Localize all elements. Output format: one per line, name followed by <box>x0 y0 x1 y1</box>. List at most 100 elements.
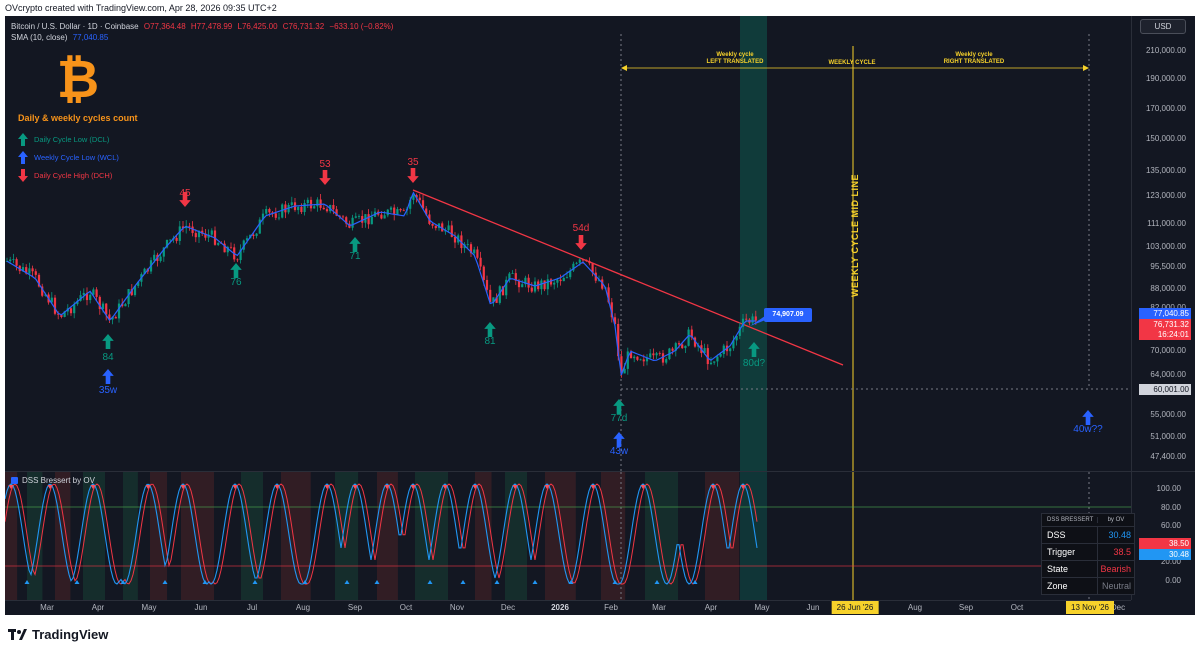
time-tick: Mar <box>652 603 666 612</box>
price-tick: 47,400.00 <box>1150 452 1186 461</box>
dss-table-row: Trigger 38.5 <box>1042 543 1134 560</box>
indicator-icon <box>11 477 18 484</box>
dss-table-row: DSS 30.48 <box>1042 526 1134 543</box>
dss-table-row: Zone Neutral <box>1042 577 1134 594</box>
oscillator-tick: 80.00 <box>1160 503 1181 512</box>
level-price-badge: 60,001.00 <box>1139 384 1191 395</box>
dss-row-key: Trigger <box>1047 547 1076 557</box>
time-tick: Feb <box>604 603 618 612</box>
arrow-down-icon <box>319 170 331 185</box>
open-value: O77,364.48 <box>143 22 186 31</box>
weekly-cycle-midline-label: WEEKLY CYCLE MID LINE <box>850 173 860 297</box>
symbol-ohlc-legend[interactable]: Bitcoin / U.S. Dollar · 1D · Coinbase O7… <box>11 22 393 31</box>
dss-line <box>5 483 758 585</box>
last-price-badge: 76,731.32 <box>1139 319 1191 330</box>
high-value: H77,478.99 <box>190 22 233 31</box>
time-tick: Jun <box>194 603 208 612</box>
time-tick: 2026 <box>551 603 569 612</box>
oscillator-canvas[interactable] <box>5 472 1131 600</box>
time-tick: Oct <box>1010 603 1024 612</box>
bitcoin-logo-icon: ₿ <box>56 50 100 110</box>
time-tick: Dec <box>500 603 516 612</box>
price-tick: 55,000.00 <box>1150 410 1186 419</box>
trigger-line <box>5 483 758 585</box>
time-tick: May <box>141 603 157 612</box>
time-tick: Aug <box>295 603 311 612</box>
dss-table-row: State Bearish <box>1042 560 1134 577</box>
price-tick: 70,000.00 <box>1150 346 1186 355</box>
oscillator-title[interactable]: DSS Bressert by OV <box>11 476 95 485</box>
arrow-up-icon <box>1082 410 1094 425</box>
dss-row-value: 30.48 <box>1096 527 1134 543</box>
arrow-up-icon <box>102 334 114 349</box>
arrow-up-icon <box>18 132 28 146</box>
time-tick: Aug <box>907 603 923 612</box>
dss-row-key: DSS <box>1047 530 1066 540</box>
sma-legend[interactable]: SMA (10, close) 77,040.85 <box>11 33 108 42</box>
cycles-legend-item: Daily Cycle Low (DCL) <box>18 130 178 148</box>
countdown-badge: 16:24:01 <box>1139 329 1191 340</box>
tradingview-logo[interactable]: TradingView <box>8 627 108 642</box>
dch-count-label: 53 <box>319 159 331 170</box>
oscillator-title-label: DSS Bressert by OV <box>22 476 95 485</box>
cycle-highlight-band <box>740 16 767 471</box>
cycles-legend-item-label: Daily Cycle High (DCH) <box>34 170 113 180</box>
oscillator-tick: 60.00 <box>1160 521 1181 530</box>
arrow-up-icon <box>748 342 760 357</box>
arrow-up-icon <box>484 322 496 337</box>
dcl-count-label: 71 <box>349 251 361 262</box>
price-chart-canvas[interactable] <box>5 16 1131 471</box>
time-tick: Sep <box>347 603 363 612</box>
price-tick: 111,000.00 <box>1147 219 1186 228</box>
sma-value: 77,040.85 <box>72 33 109 42</box>
sma-line <box>6 191 756 376</box>
cycles-legend: Daily & weekly cycles count Daily Cycle … <box>18 113 178 184</box>
chart-area[interactable]: Bitcoin / U.S. Dollar · 1D · Coinbase O7… <box>5 16 1195 615</box>
sma-label: SMA (10, close) <box>11 33 68 42</box>
arrow-up-icon <box>230 263 242 278</box>
time-axis[interactable]: Mar Apr May Jun Jul Aug Sep Oct Nov Dec 2026 Feb Mar… <box>5 600 1131 615</box>
wcl-count-label: 35w <box>98 385 118 396</box>
dch-count-label: 54d <box>572 223 590 234</box>
time-tick: Jun <box>806 603 820 612</box>
price-tick: 170,000.00 <box>1145 104 1186 113</box>
arrow-up-icon <box>18 150 28 164</box>
arrow-down-icon <box>18 168 28 182</box>
cycles-legend-item-label: Weekly Cycle Low (WCL) <box>34 152 119 162</box>
arrow-up-icon <box>349 237 361 252</box>
arrow-up-icon <box>102 369 114 384</box>
price-tick: 190,000.00 <box>1145 74 1186 83</box>
price-tick: 103,000.00 <box>1145 242 1186 251</box>
time-tick: May <box>754 603 770 612</box>
dch-count-label: 35 <box>407 157 419 168</box>
dss-row-value: 38.5 <box>1096 544 1134 560</box>
downtrend-line <box>412 189 844 366</box>
pane-separator[interactable] <box>5 471 1195 472</box>
symbol-name: Bitcoin / U.S. Dollar · 1D · Coinbase <box>11 22 139 31</box>
cycle-end-date-badge: 13 Nov '26 <box>1066 601 1114 614</box>
dcl-count-label: 84 <box>102 352 114 363</box>
cycles-legend-item: Daily Cycle High (DCH) <box>18 166 178 184</box>
sma-price-badge: 77,040.85 <box>1139 308 1191 319</box>
time-tick: Dec <box>1110 603 1126 612</box>
tradingview-brand: TradingView <box>32 627 109 642</box>
cycles-legend-item: Weekly Cycle Low (WCL) <box>18 148 178 166</box>
candlesticks <box>5 192 757 378</box>
trigger-badge: 38.50 <box>1139 538 1191 549</box>
currency-button[interactable]: USD <box>1140 19 1186 34</box>
footer: TradingView <box>0 615 1200 654</box>
arrow-up-icon <box>613 432 625 447</box>
time-tick: Apr <box>704 603 718 612</box>
oscillator-tick: 0.00 <box>1165 576 1181 585</box>
price-tick: 150,000.00 <box>1145 134 1186 143</box>
wcl-count-label: 43w <box>609 446 629 457</box>
dss-info-table: DSS BRESSERT by OV DSS 30.48 Trigger 38.5 St… <box>1041 513 1135 595</box>
price-tick: 135,000.00 <box>1145 166 1186 175</box>
dcl-count-label: 80d? <box>742 358 766 369</box>
time-tick: Nov <box>449 603 465 612</box>
arrow-down-icon <box>407 168 419 183</box>
price-axis[interactable]: USD 210,000.00 190,000.00 170,000.00 150,00… <box>1131 16 1195 471</box>
weekly-cycle-label: WEEKLY CYCLE <box>828 60 876 66</box>
oscillator-tick: 20.00 <box>1160 557 1181 566</box>
